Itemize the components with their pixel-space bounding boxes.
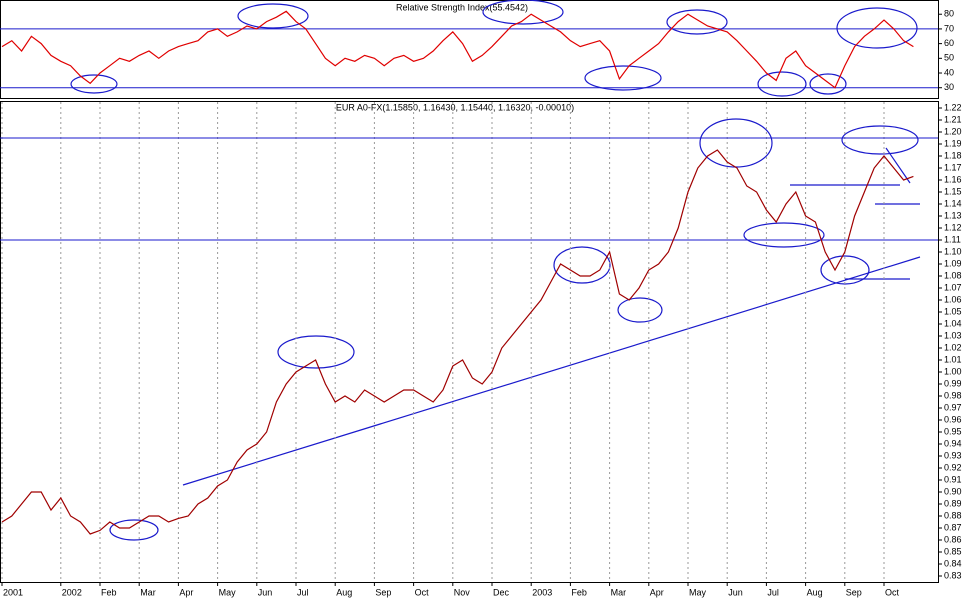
x-tick-label: Nov: [454, 587, 471, 597]
data-line: [1, 10, 914, 89]
y-tick-label: 0.99: [944, 378, 962, 388]
x-tick-label: Feb: [571, 587, 587, 597]
y-tick-label: 0.97: [944, 402, 962, 412]
y-tick-label: 1.09: [944, 258, 962, 268]
ellipse: [482, 0, 564, 25]
x-tick-label: May: [219, 587, 237, 597]
rsi-frame: [0, 0, 939, 99]
ellipse: [699, 118, 773, 168]
ellipse: [617, 297, 663, 323]
y-tick-label: 0.83: [944, 570, 962, 580]
y-tick-label: 1.12: [944, 222, 962, 232]
x-tick-label: 2003: [532, 587, 552, 597]
ellipse: [277, 335, 355, 369]
x-tick-label: Jun: [728, 587, 743, 597]
y-tick-label: 1.15: [944, 186, 962, 196]
y-tick-label: 0.86: [944, 534, 962, 544]
y-tick-label: 0.87: [944, 522, 962, 532]
y-tick-label: 1.10: [944, 246, 962, 256]
ellipse: [743, 222, 825, 248]
x-tick-label: Mar: [140, 587, 156, 597]
y-tick-label: 70: [944, 23, 954, 33]
annotations: [70, 0, 921, 541]
ellipse: [809, 73, 847, 95]
x-tick-label: Dec: [493, 587, 510, 597]
y-tick-label: 1.07: [944, 282, 962, 292]
y-tick-label: 0.92: [944, 462, 962, 472]
y-tick-label: 0.88: [944, 510, 962, 520]
ellipse: [757, 71, 807, 97]
y-tick-label: 1.00: [944, 366, 962, 376]
y-tick-label: 40: [944, 67, 954, 77]
ellipse: [553, 246, 611, 284]
x-tick-label: Mar: [611, 587, 627, 597]
x-tick-label: Jun: [258, 587, 273, 597]
x-tick-label: Jul: [297, 587, 309, 597]
y-tick-label: 1.02: [944, 342, 962, 352]
trend-line: [182, 256, 921, 486]
y-tick-label: 60: [944, 38, 954, 48]
y-tick-label: 1.06: [944, 294, 962, 304]
y-tick-label: 0.93: [944, 450, 962, 460]
y-tick-label: 1.18: [944, 150, 962, 160]
y-tick-label: 50: [944, 53, 954, 63]
ellipse: [836, 7, 918, 49]
ellipse: [237, 3, 309, 29]
y-tick-label: 0.96: [944, 414, 962, 424]
ellipse: [70, 74, 118, 94]
y-tick-label: 0.85: [944, 546, 962, 556]
ellipse: [584, 65, 662, 91]
x-tick-label: Oct: [885, 587, 900, 597]
y-tick-label: 0.89: [944, 498, 962, 508]
price-frame: [0, 101, 939, 583]
y-tick-label: 0.95: [944, 426, 962, 436]
y-tick-label: 0.94: [944, 438, 962, 448]
x-tick-label: Aug: [807, 587, 823, 597]
y-tick-label: 1.16: [944, 174, 962, 184]
y-tick-label: 1.17: [944, 162, 962, 172]
y-tick-label: 80: [944, 9, 954, 19]
x-tick-label: Feb: [101, 587, 117, 597]
trend-line: [885, 147, 911, 184]
x-tick-label: Jul: [767, 587, 779, 597]
x-tick-label: Oct: [415, 587, 430, 597]
ellipse: [666, 9, 728, 35]
y-tick-label: 1.20: [944, 126, 962, 136]
y-tick-label: 1.11: [944, 234, 961, 244]
y-tick-label: 1.03: [944, 330, 962, 340]
y-tick-label: 1.01: [944, 354, 962, 364]
y-tick-label: 30: [944, 82, 954, 92]
y-tick-label: 0.90: [944, 486, 962, 496]
y-tick-label: 1.04: [944, 318, 962, 328]
rsi-title: Relative Strength Index(55.4542): [396, 2, 528, 12]
y-tick-label: 1.19: [944, 138, 962, 148]
y-tick-label: 1.08: [944, 270, 962, 280]
x-tick-label: May: [689, 587, 707, 597]
data-line: [1, 149, 914, 535]
ellipse: [109, 519, 159, 541]
ellipse: [841, 125, 919, 155]
y-tick-label: 1.14: [944, 198, 962, 208]
y-tick-label: 0.84: [944, 558, 962, 568]
x-tick-label: Aug: [336, 587, 352, 597]
x-tick-label: 2001: [3, 587, 23, 597]
y-tick-label: 0.91: [944, 474, 962, 484]
x-tick-label: Apr: [179, 587, 193, 597]
x-tick-label: Sep: [846, 587, 862, 597]
y-tick-label: 1.21: [944, 114, 962, 124]
x-tick-label: Sep: [375, 587, 391, 597]
y-tick-label: 1.05: [944, 306, 962, 316]
x-tick-label: Apr: [650, 587, 664, 597]
y-tick-label: 1.13: [944, 210, 962, 220]
x-tick-label: 2002: [62, 587, 82, 597]
price-title: EUR A0-FX(1.15850, 1.16430, 1.15440, 1.1…: [336, 102, 574, 112]
y-tick-label: 1.22: [944, 102, 962, 112]
y-tick-label: 0.98: [944, 390, 962, 400]
